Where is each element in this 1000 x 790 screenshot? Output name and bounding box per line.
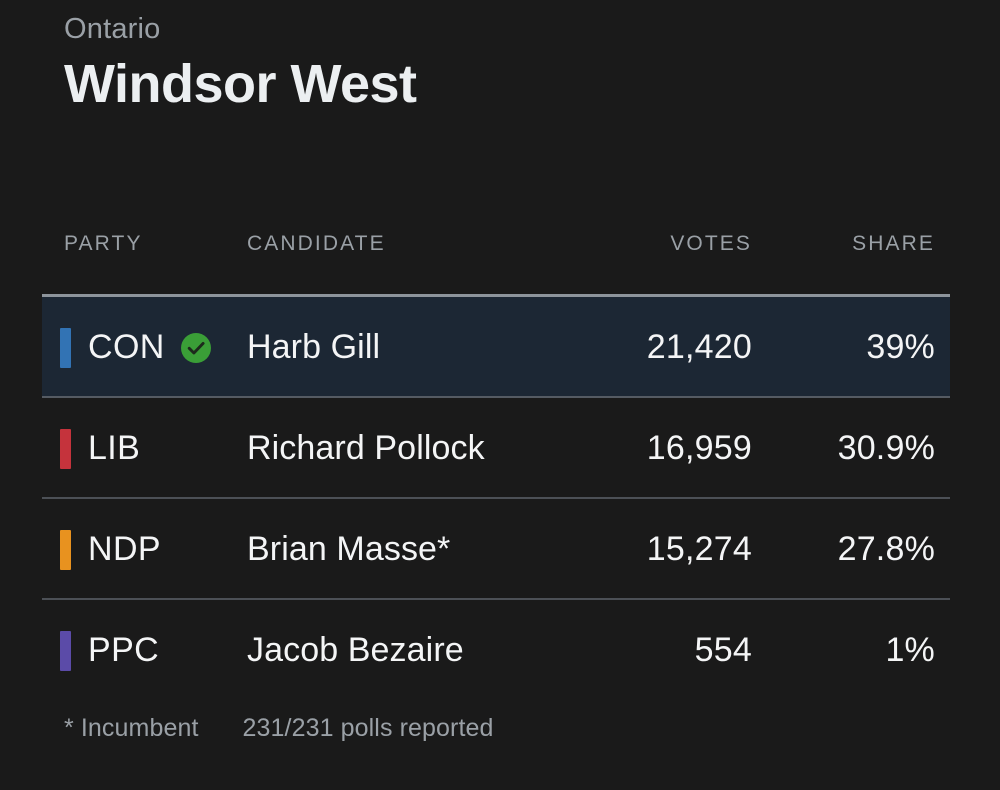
table-row[interactable]: LIB Richard Pollock 16,959 30.9% <box>0 398 1000 499</box>
candidate-name: Richard Pollock <box>247 429 485 467</box>
party-color-swatch <box>60 630 71 671</box>
region-label: Ontario <box>64 13 161 45</box>
page-title: Windsor West <box>64 53 417 114</box>
table-header-row: PARTY CANDIDATE VOTES SHARE <box>0 232 1000 297</box>
party-abbreviation: NDP <box>88 530 161 568</box>
party-abbreviation: LIB <box>88 429 141 467</box>
share-value: 30.9% <box>837 429 935 467</box>
share-cell: 27.8% <box>0 499 935 600</box>
row-divider <box>42 497 950 499</box>
page-header: Ontario Windsor West <box>64 13 944 114</box>
share-value: 39% <box>866 328 935 366</box>
party-color-swatch <box>60 428 71 469</box>
votes-cell: 554 <box>0 600 752 701</box>
table-row[interactable]: CON Harb Gill 21,420 39% <box>0 297 1000 398</box>
party-cell: CON <box>60 297 211 398</box>
candidate-cell: Harb Gill <box>247 297 380 398</box>
party-cell: NDP <box>60 499 161 600</box>
polls-reported-note: 231/231 polls reported <box>242 714 494 742</box>
results-table: PARTY CANDIDATE VOTES SHARE CON Harb Gill… <box>0 232 1000 701</box>
candidate-name: Jacob Bezaire <box>247 631 464 669</box>
party-cell: LIB <box>60 398 140 499</box>
votes-value: 16,959 <box>646 429 752 467</box>
candidate-name: Harb Gill <box>247 328 381 366</box>
share-cell: 39% <box>0 297 935 398</box>
votes-cell: 16,959 <box>0 398 752 499</box>
incumbent-note: * Incumbent <box>64 714 199 742</box>
party-abbreviation: CON <box>88 328 165 366</box>
candidate-cell: Brian Masse* <box>247 499 450 600</box>
scrollbar-track[interactable] <box>951 232 961 790</box>
party-color-swatch <box>60 327 71 368</box>
footnotes: * Incumbent 231/231 polls reported <box>64 714 494 743</box>
candidate-name: Brian Masse* <box>247 530 451 568</box>
row-divider <box>42 598 950 600</box>
table-row[interactable]: NDP Brian Masse* 15,274 27.8% <box>0 499 1000 600</box>
column-header-candidate: CANDIDATE <box>247 232 386 255</box>
column-header-share: SHARE <box>852 232 935 255</box>
votes-value: 15,274 <box>646 530 752 568</box>
header-divider <box>42 294 950 297</box>
votes-cell: 21,420 <box>0 297 752 398</box>
votes-value: 554 <box>694 631 752 669</box>
votes-value: 21,420 <box>646 328 752 366</box>
party-cell: PPC <box>60 600 159 701</box>
share-value: 27.8% <box>837 530 935 568</box>
check-circle-icon <box>180 332 211 363</box>
party-color-swatch <box>60 529 71 570</box>
candidate-cell: Jacob Bezaire <box>247 600 464 701</box>
column-header-votes: VOTES <box>670 232 752 255</box>
party-abbreviation: PPC <box>88 631 160 669</box>
candidate-cell: Richard Pollock <box>247 398 485 499</box>
table-body: CON Harb Gill 21,420 39% LIB Richard Pollock 1… <box>0 297 1000 701</box>
votes-cell: 15,274 <box>0 499 752 600</box>
row-divider <box>42 396 950 398</box>
column-header-party: PARTY <box>64 232 143 255</box>
share-value: 1% <box>885 631 935 669</box>
table-row[interactable]: PPC Jacob Bezaire 554 1% <box>0 600 1000 701</box>
share-cell: 30.9% <box>0 398 935 499</box>
share-cell: 1% <box>0 600 935 701</box>
